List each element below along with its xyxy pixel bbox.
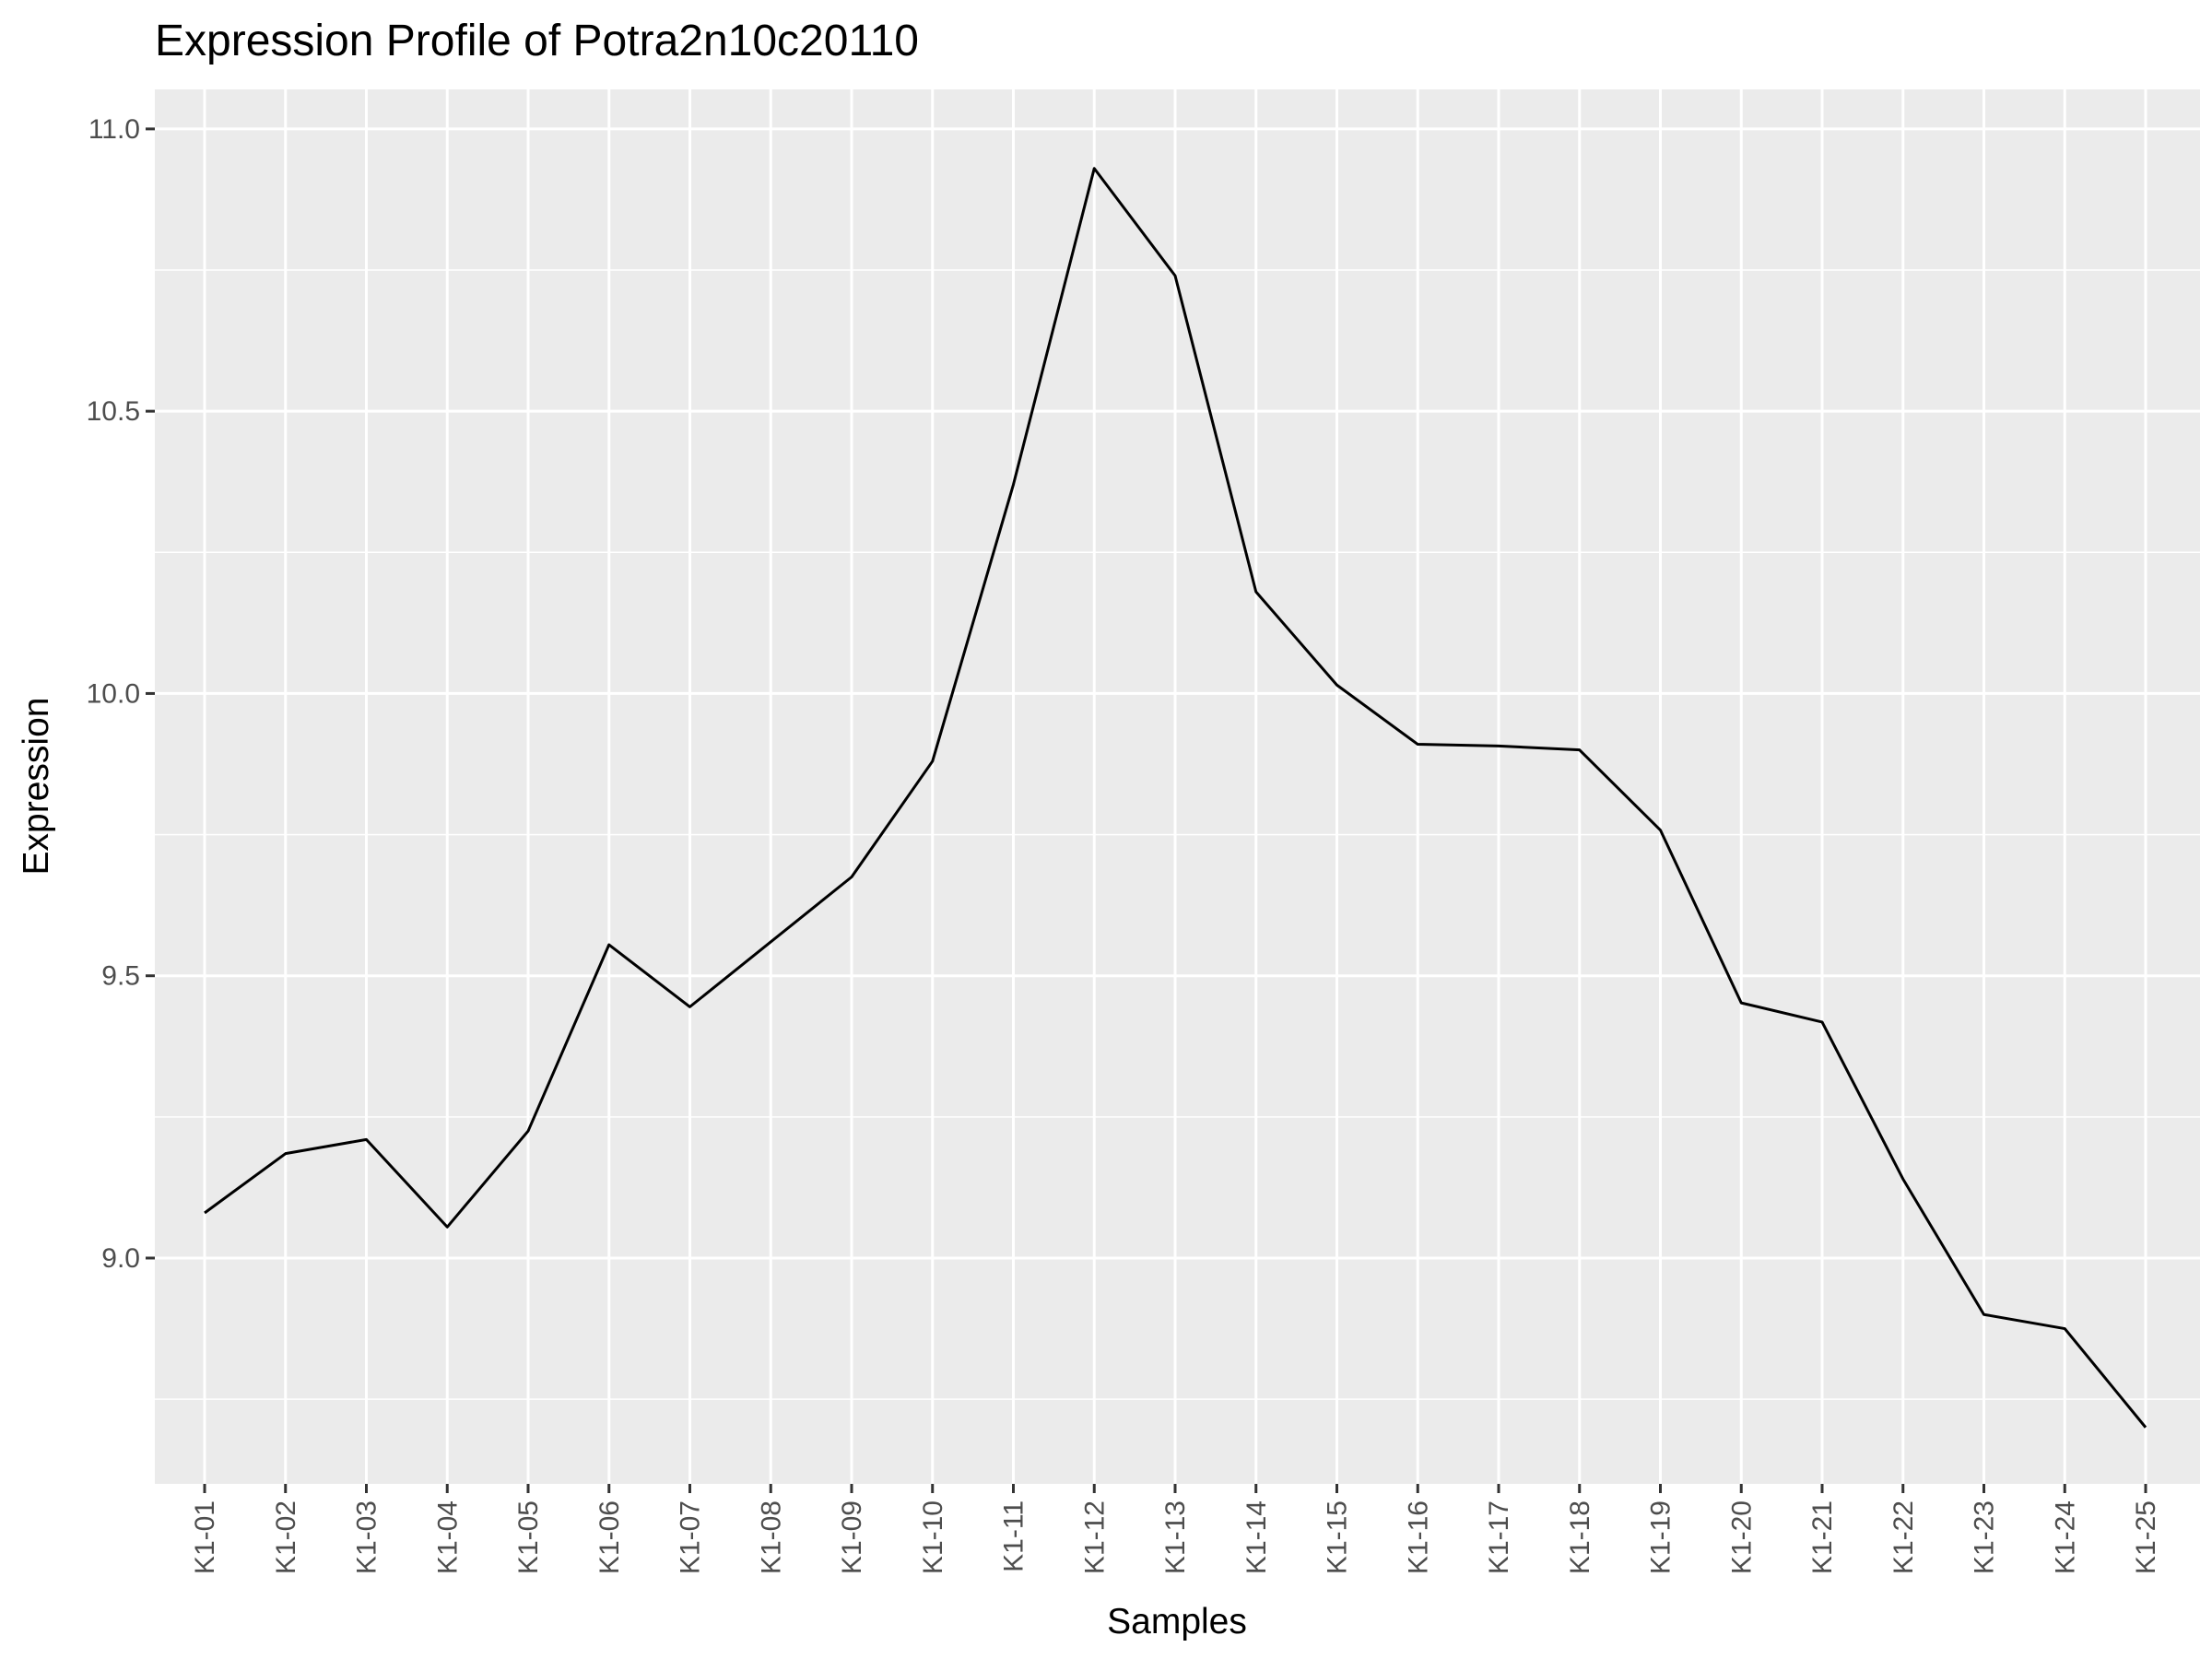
x-tick-label: K1-13 (1160, 1500, 1191, 1574)
plot-panel (155, 89, 2200, 1484)
x-tick-label: K1-15 (1323, 1500, 1353, 1574)
chart-title: Expression Profile of Potra2n10c20110 (155, 17, 919, 65)
minor-gridlines (155, 269, 2200, 1400)
x-tick-label: K1-09 (837, 1500, 867, 1574)
y-axis-title: Expression (17, 698, 56, 876)
x-tick-label: K1-16 (1403, 1500, 1433, 1574)
x-tick-label: K1-19 (1646, 1500, 1677, 1574)
x-tick-label: K1-08 (756, 1500, 786, 1574)
x-tick-label: K1-20 (1726, 1500, 1757, 1574)
x-tick-label: K1-14 (1241, 1500, 1272, 1574)
x-tick-label: K1-03 (352, 1500, 382, 1574)
x-tick-label: K1-21 (1807, 1500, 1838, 1574)
x-tick-label: K1-06 (594, 1500, 625, 1574)
x-tick-label: K1-04 (432, 1500, 463, 1574)
x-tick-label: K1-25 (2131, 1500, 2161, 1574)
x-tick-label: K1-18 (1565, 1500, 1595, 1574)
y-tick-label: 9.0 (101, 1243, 140, 1274)
x-tick-label: K1-23 (1970, 1500, 2000, 1574)
x-tick-label: K1-24 (2050, 1500, 2080, 1574)
x-tick-label: K1-02 (271, 1500, 301, 1574)
x-tick-label: K1-10 (918, 1500, 948, 1574)
y-axis: 9.0 9.5 10.0 10.5 11.0 (87, 114, 155, 1274)
x-tick-label: K1-05 (513, 1500, 544, 1574)
y-tick-label: 11.0 (88, 114, 140, 145)
x-tick-label: K1-12 (1079, 1500, 1110, 1574)
y-tick-label: 10.0 (87, 678, 140, 709)
x-tick-label: K1-11 (999, 1500, 1030, 1572)
x-tick-label: K1-07 (676, 1500, 706, 1574)
x-tick-label: K1-01 (190, 1500, 220, 1574)
x-axis: K1-01 K1-02 K1-03 K1-04 K1-05 K1-06 K1-07 K1-08… (190, 1484, 2161, 1574)
y-tick-label: 9.5 (101, 961, 140, 992)
y-tick-label: 10.5 (87, 396, 140, 427)
x-axis-title: Samples (1107, 1602, 1247, 1641)
major-gridlines (155, 89, 2200, 1484)
series-line (204, 167, 2147, 1429)
x-tick-label: K1-17 (1484, 1500, 1514, 1574)
x-tick-label: K1-22 (1888, 1500, 1919, 1574)
